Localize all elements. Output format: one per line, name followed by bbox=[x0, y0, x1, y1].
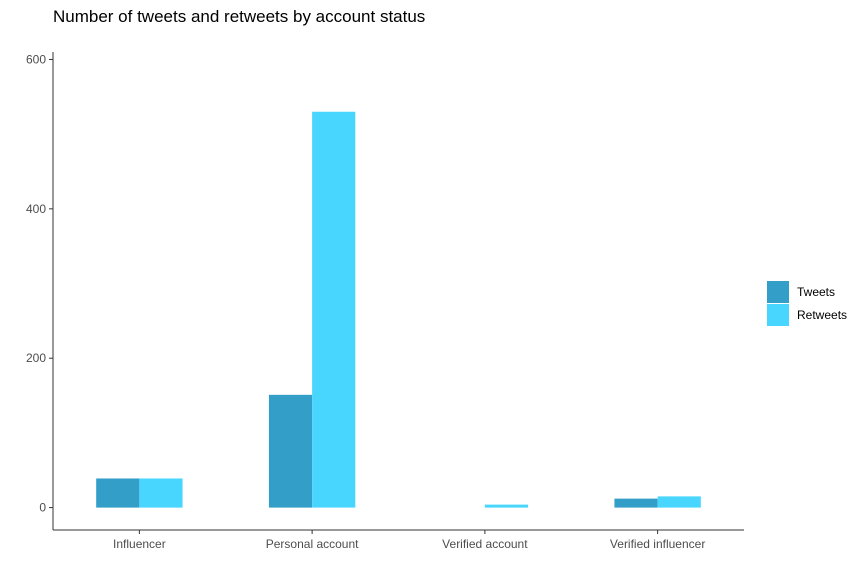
bar-retweets-0 bbox=[139, 478, 183, 508]
legend-key-retweets bbox=[767, 304, 789, 326]
legend-key-tweets bbox=[767, 281, 789, 303]
y-tick-label: 600 bbox=[26, 52, 46, 66]
y-tick-label: 0 bbox=[39, 501, 46, 515]
bar-retweets-1 bbox=[312, 111, 356, 508]
x-tick-label: Verified influencer bbox=[610, 537, 705, 551]
bar-tweets-0 bbox=[96, 478, 140, 508]
bar-retweets-2 bbox=[484, 504, 529, 508]
legend-label-tweets: Tweets bbox=[797, 285, 835, 299]
bar-retweets-3 bbox=[657, 496, 701, 508]
y-axis: 0 200 400 600 bbox=[26, 52, 54, 530]
x-tick-label: Influencer bbox=[113, 537, 166, 551]
y-tick-label: 200 bbox=[26, 351, 46, 365]
bar-tweets-1 bbox=[268, 394, 313, 508]
y-tick-label: 400 bbox=[26, 202, 46, 216]
legend-label-retweets: Retweets bbox=[797, 308, 847, 322]
legend: Tweets Retweets bbox=[767, 281, 847, 326]
x-axis: Influencer Personal account Verified accou… bbox=[53, 529, 744, 551]
plot-area bbox=[96, 111, 701, 508]
x-tick-label: Personal account bbox=[266, 537, 359, 551]
bar-tweets-3 bbox=[614, 498, 658, 508]
x-tick-label: Verified account bbox=[442, 537, 528, 551]
chart-title: Number of tweets and retweets by account… bbox=[53, 7, 425, 26]
